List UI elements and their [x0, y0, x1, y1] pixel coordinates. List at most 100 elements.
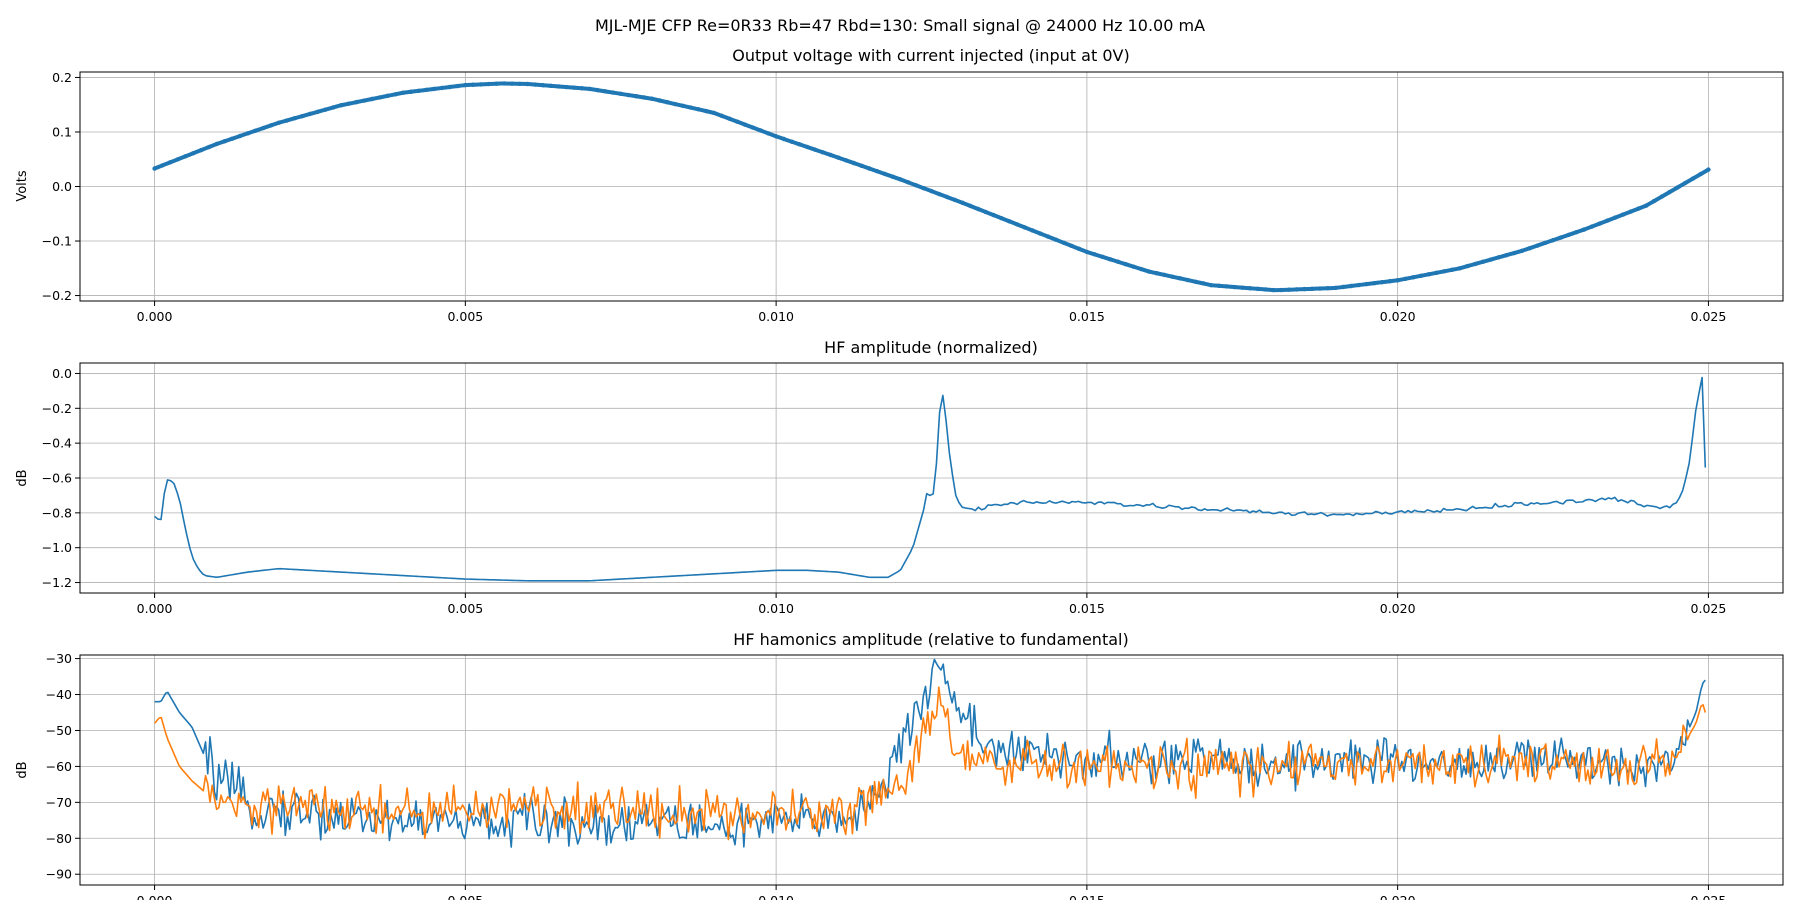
data-point [1341, 284, 1346, 290]
y-tick-label: −60 [46, 759, 72, 774]
subplot-hf-harmonics: HF hamonics amplitude (relative to funda… [15, 630, 1784, 900]
data-point [167, 160, 173, 165]
data-point [905, 180, 911, 185]
data-point [1333, 285, 1338, 291]
data-point [1014, 222, 1020, 227]
data-point [773, 134, 779, 139]
data-point [564, 84, 569, 90]
data-point [191, 150, 196, 156]
data-point [1348, 283, 1354, 289]
data-point [587, 86, 592, 92]
data-point [1410, 275, 1416, 280]
data-point [416, 88, 421, 94]
data-point [455, 83, 460, 89]
series-line [154, 376, 1707, 582]
data-point [1247, 286, 1253, 291]
data-point [641, 95, 647, 100]
x-tick-label: 0.010 [758, 309, 794, 324]
data-point [1372, 280, 1377, 286]
data-point [758, 128, 763, 133]
x-tick-label: 0.010 [758, 893, 794, 900]
data-point [867, 166, 872, 171]
data-point [1581, 227, 1587, 232]
data-point [1232, 284, 1237, 290]
data-point [672, 101, 678, 107]
data-point [199, 147, 204, 153]
data-point [230, 136, 235, 141]
data-point [331, 105, 336, 110]
data-point [556, 84, 561, 89]
data-point [665, 100, 670, 105]
data-point [1084, 249, 1090, 255]
data-point [1426, 272, 1431, 277]
data-point [1255, 286, 1261, 292]
data-point [1006, 219, 1012, 224]
data-point [214, 141, 219, 147]
data-point [1418, 273, 1424, 278]
data-point [261, 125, 266, 131]
y-axis-label: Volts [15, 170, 30, 202]
data-point [843, 158, 849, 163]
data-point [1480, 259, 1486, 264]
y-tick-label: 0.1 [52, 124, 72, 139]
data-point [206, 144, 212, 150]
data-point [377, 95, 383, 100]
data-point [1566, 232, 1571, 238]
data-point [175, 157, 181, 162]
data-point [1069, 243, 1074, 248]
data-point [268, 123, 274, 128]
data-point [719, 113, 724, 119]
data-point [1395, 278, 1400, 283]
data-point [432, 86, 437, 92]
data-point [983, 209, 989, 215]
data-point [649, 96, 655, 101]
data-point [540, 83, 546, 88]
x-tick-label: 0.005 [447, 601, 483, 616]
subplot-title: HF amplitude (normalized) [824, 338, 1038, 357]
data-point [750, 125, 756, 130]
data-point [1146, 269, 1152, 274]
series-line [153, 686, 1707, 841]
x-tick-label: 0.025 [1691, 309, 1727, 324]
data-point [509, 81, 515, 86]
data-point [183, 154, 188, 159]
plot-area: 0.000 0.005 0.010 0.015 0.020 0.025 −1.2 −1.0 −0… [42, 362, 1784, 616]
data-point [1364, 281, 1369, 287]
y-tick-label: −90 [46, 867, 72, 882]
data-point [828, 152, 833, 158]
data-point [1628, 209, 1633, 214]
data-point [408, 89, 414, 94]
data-point [253, 128, 258, 133]
data-point [703, 108, 709, 114]
data-point [1154, 271, 1160, 276]
data-point [1706, 167, 1711, 172]
data-point [478, 82, 484, 87]
data-point [1278, 287, 1284, 293]
data-point [284, 118, 289, 123]
data-point [913, 183, 919, 188]
data-point [680, 103, 686, 109]
data-point [657, 98, 662, 103]
data-point [1030, 228, 1035, 233]
data-point [1620, 212, 1626, 217]
y-tick-label: 0.0 [52, 179, 72, 194]
data-point [1216, 283, 1222, 288]
figure-suptitle: MJL-MJE CFP Re=0R33 Rb=47 Rbd=130: Small… [595, 16, 1205, 35]
data-point [618, 91, 623, 97]
data-point [533, 82, 538, 87]
data-point [494, 81, 499, 86]
data-point [1139, 266, 1144, 272]
data-point [944, 194, 950, 200]
data-point [354, 99, 359, 105]
data-point [1302, 286, 1307, 292]
data-point [1061, 240, 1066, 245]
data-point [1519, 248, 1525, 254]
x-tick-label: 0.010 [758, 601, 794, 616]
y-tick-label: −0.2 [42, 401, 72, 416]
y-axis-label: dB [15, 761, 30, 778]
x-tick-label: 0.000 [137, 309, 173, 324]
data-point [968, 203, 973, 209]
data-point [1053, 237, 1059, 242]
y-tick-label: 0.0 [52, 366, 72, 381]
